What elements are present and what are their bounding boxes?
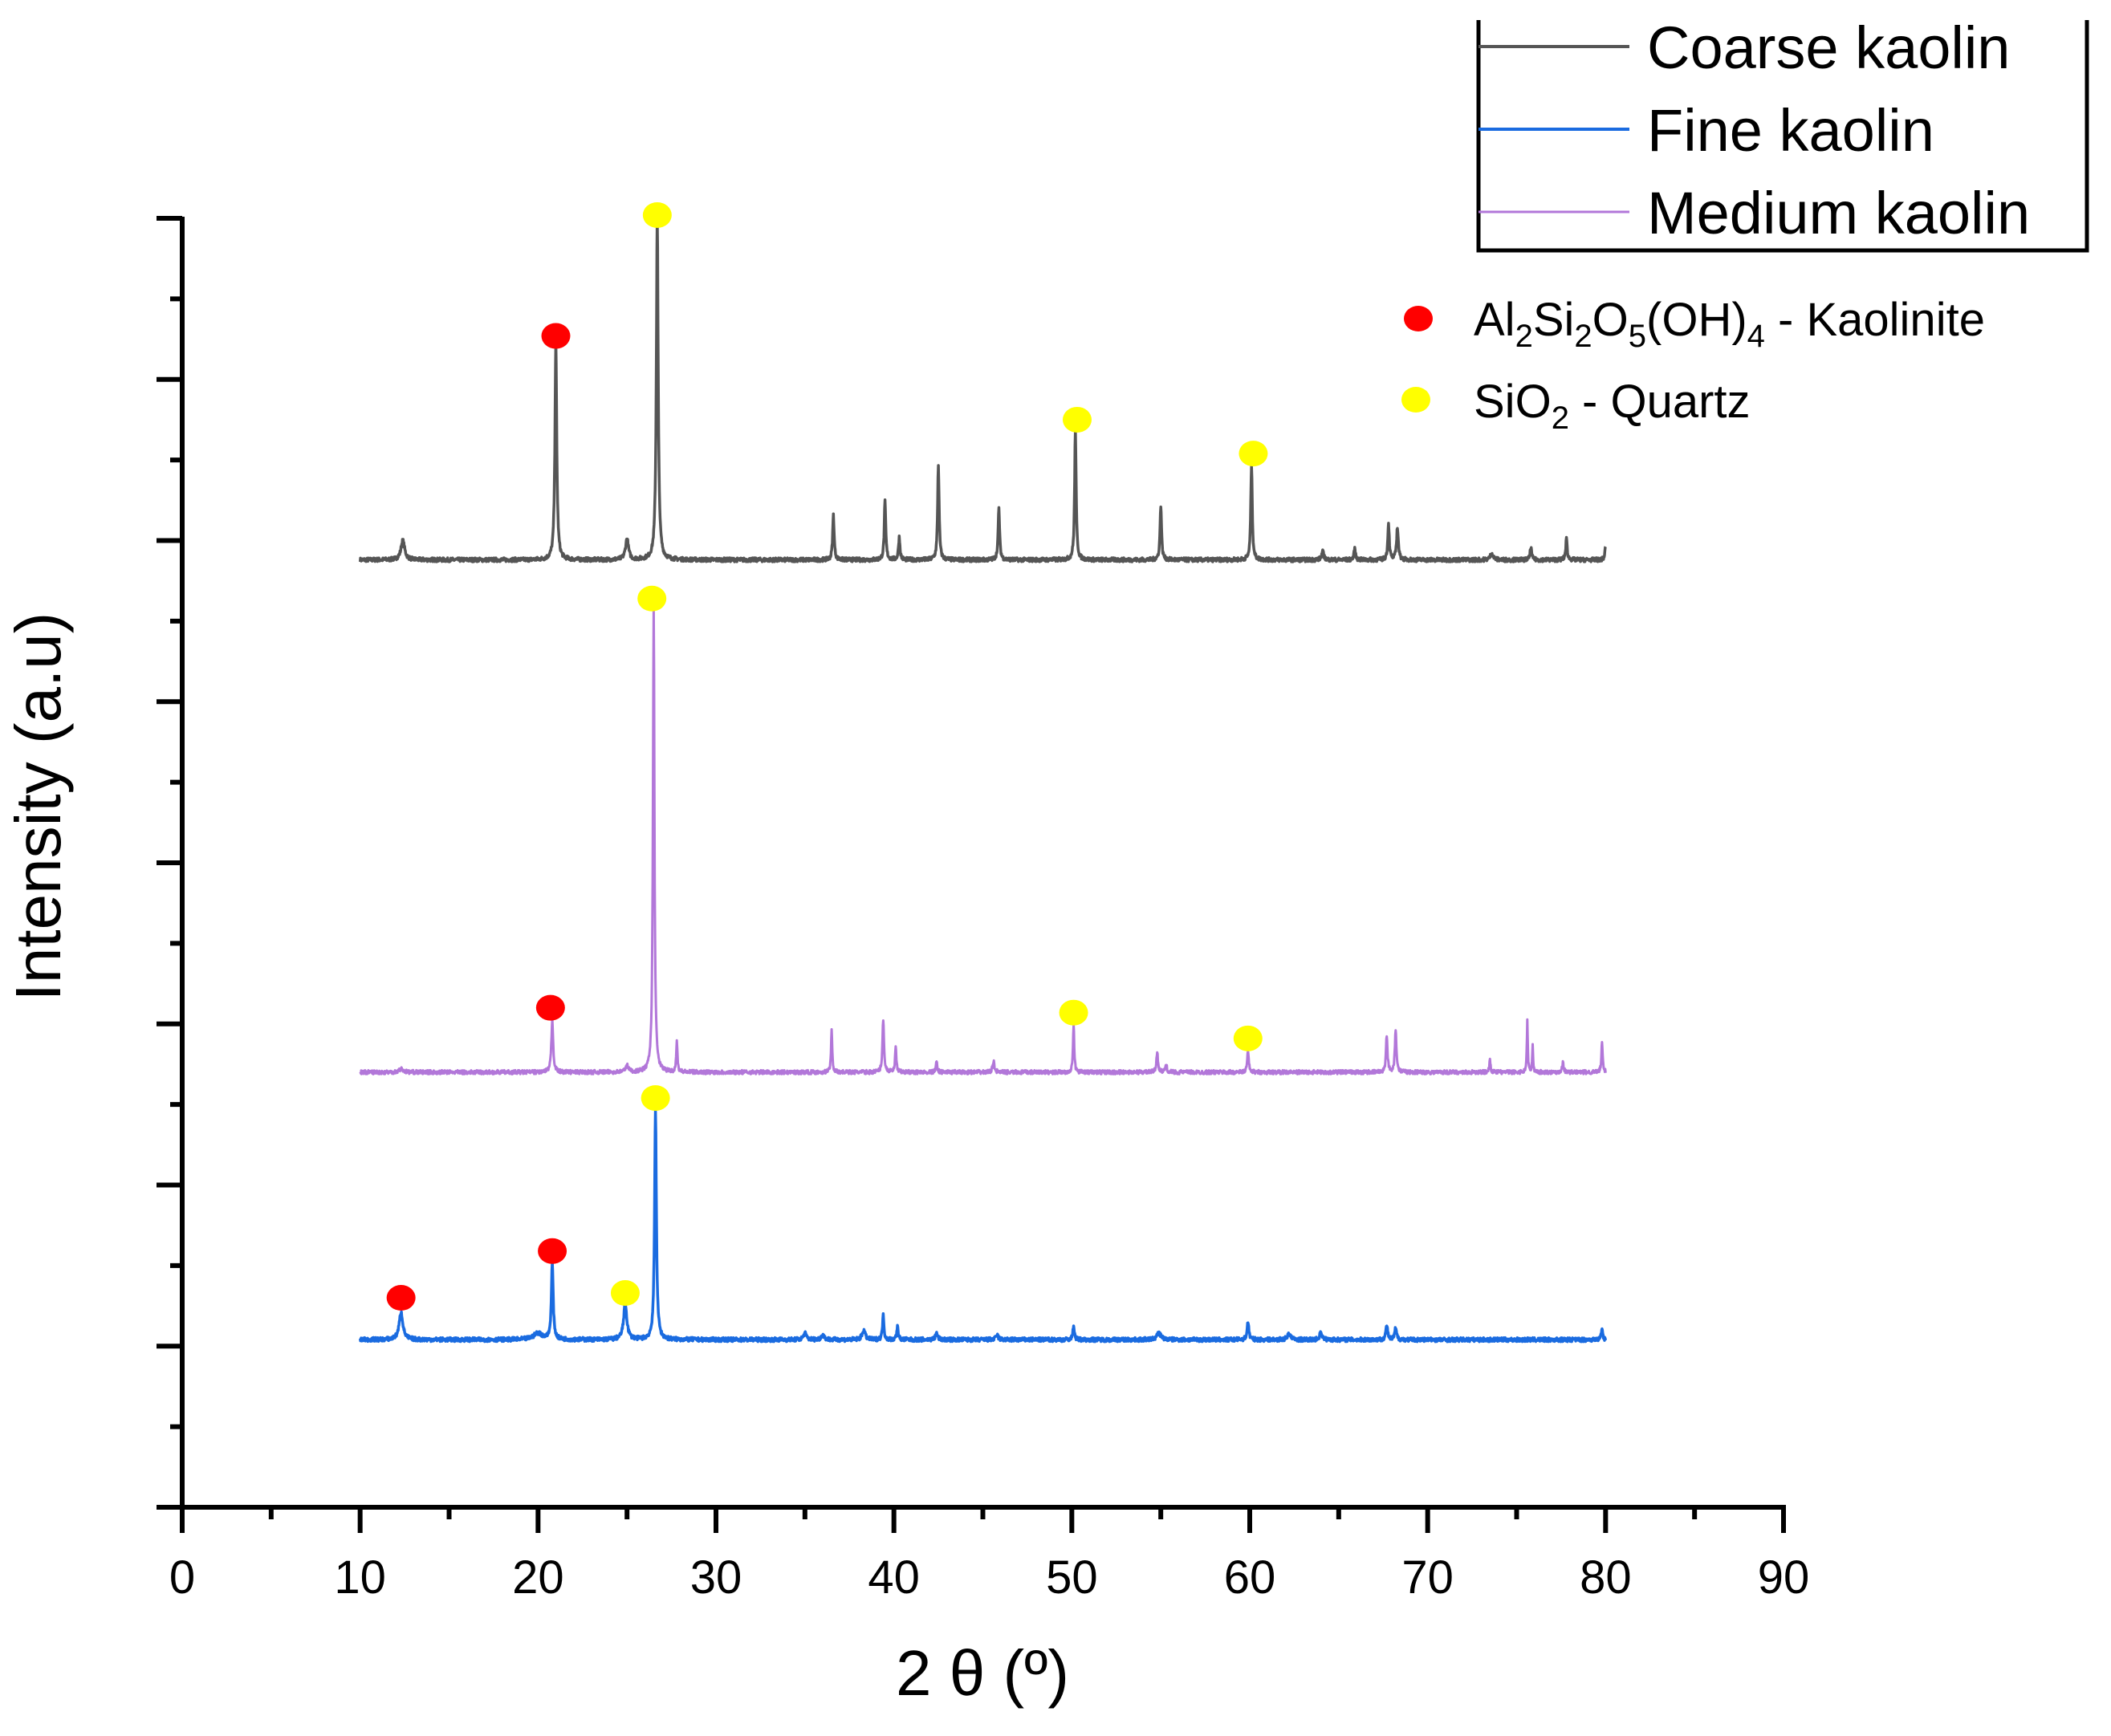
quartz-marker [1059,999,1088,1026]
series-layer [358,213,1608,1344]
quartz-marker [641,1085,670,1112]
quartz-marker [642,201,672,228]
y-axis-title: Intensity (a.u) [2,612,74,1002]
x-tick-label: 10 [334,1551,386,1604]
quartz-marker [637,585,667,612]
x-axis-title: 2 θ (º) [896,1637,1069,1709]
x-tick-label: 0 [169,1551,195,1604]
x-tick-label: 20 [512,1551,564,1604]
legend-label-medium: Medium kaolin [1647,180,2030,246]
phase-marker-legend: Al2Si2O5(OH)4 - Kaolinite SiO2 - Quartz [1401,294,1985,436]
quartz-marker [1062,406,1092,433]
series-line-medium-kaolin [359,608,1607,1075]
x-tick-label: 50 [1046,1551,1098,1604]
kaolinite-marker [386,1285,416,1311]
x-tick-label: 30 [690,1551,742,1604]
legend-label-coarse: Coarse kaolin [1647,14,2010,81]
kaolinite-marker [538,1238,567,1264]
axes [157,216,1786,1533]
series-legend: Coarse kaolin Fine kaolin Medium kaolin [1476,14,2089,253]
quartz-marker [1233,1025,1263,1051]
quartz-legend-label: SiO2 - Quartz [1474,376,1751,436]
quartz-marker [1239,441,1268,467]
series-line-coarse-kaolin [358,213,1607,563]
quartz-marker [610,1280,640,1307]
x-tick-labels: 0 10 20 30 40 50 60 70 80 90 [169,1551,1809,1604]
x-tick-label: 80 [1580,1551,1632,1604]
x-tick-label: 40 [868,1551,920,1604]
kaolinite-legend-label: Al2Si2O5(OH)4 - Kaolinite [1474,294,1985,354]
kaolinite-marker [535,994,565,1021]
quartz-marker-icon [1401,387,1430,413]
legend-box [1476,20,2089,253]
x-tick-label: 70 [1401,1551,1454,1604]
series-line-fine-kaolin [358,1108,1608,1344]
kaolinite-marker [541,323,571,349]
legend-label-fine: Fine kaolin [1647,97,1934,164]
x-tick-label: 90 [1758,1551,1810,1604]
kaolinite-marker-icon [1404,306,1433,331]
phase-markers [386,201,1268,1311]
x-tick-label: 60 [1224,1551,1276,1604]
